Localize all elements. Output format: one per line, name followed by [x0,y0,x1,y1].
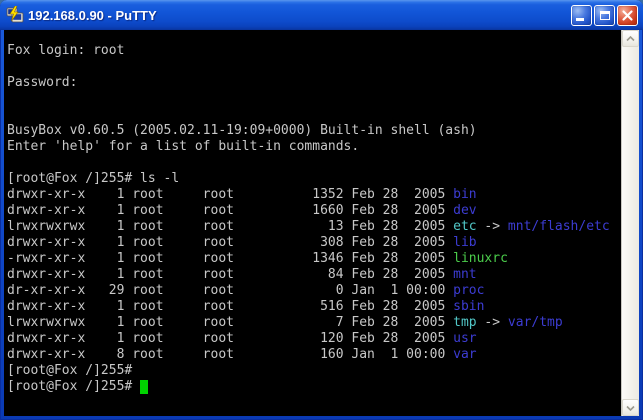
terminal-line: lrwxrwxrwx 1 root root 7 Feb 28 2005 tmp… [7,315,563,330]
scrollbar[interactable] [621,30,639,416]
scroll-down-button[interactable] [622,399,639,416]
terminal-line: drwxr-xr-x 1 root root 516 Feb 28 2005 s… [7,299,485,314]
terminal-line: lrwxrwxrwx 1 root root 13 Feb 28 2005 et… [7,219,610,234]
terminal-line: drwxr-xr-x 1 root root 1660 Feb 28 2005 … [7,203,477,218]
title-bar[interactable]: 192.168.0.90 - PuTTY [0,0,643,30]
terminal-line [7,107,621,123]
terminal-line: [root@Fox /]255# [7,379,621,395]
terminal-line: [root@Fox /]255# ls -l [7,171,180,186]
putty-icon[interactable] [6,6,24,24]
terminal-line [7,155,621,171]
terminal-line: drwxr-xr-x 1 root root 308 Feb 28 2005 l… [7,235,477,250]
terminal-line: drwxr-xr-x 8 root root 160 Jan 1 00:00 v… [7,347,477,362]
scroll-up-button[interactable] [622,30,639,47]
close-button[interactable] [617,4,638,26]
terminal-line [7,91,621,107]
terminal-line: drwxr-xr-x 1 root root 1352 Feb 28 2005 … [7,187,477,202]
terminal-line: -rwxr-xr-x 1 root root 1346 Feb 28 2005 … [7,251,508,266]
terminal-line: dr-xr-xr-x 29 root root 0 Jan 1 00:00 pr… [7,283,485,298]
maximize-button[interactable] [594,4,615,26]
maximize-icon [600,10,610,20]
terminal-line: [root@Fox /]255# [7,363,141,378]
terminal-line: BusyBox v0.60.5 (2005.02.11-19:09+0000) … [7,123,477,138]
terminal-cursor [140,380,149,394]
window-title: 192.168.0.90 - PuTTY [28,7,157,23]
close-icon [622,9,633,21]
minimize-icon [576,17,584,21]
terminal-line: drwxr-xr-x 1 root root 84 Feb 28 2005 mn… [7,267,477,282]
terminal-line: drwxr-xr-x 1 root root 120 Feb 28 2005 u… [7,331,477,346]
terminal-line: Fox login: root [7,43,125,58]
minimize-button[interactable] [571,4,592,26]
terminal-output[interactable]: Fox login: root Password: BusyBox v0.60.… [4,30,621,416]
terminal-line: Password: [7,75,78,90]
terminal-line [7,59,621,75]
terminal-line: Enter 'help' for a list of built-in comm… [7,139,360,154]
chevron-down-icon [626,405,635,411]
chevron-up-icon [626,35,635,41]
